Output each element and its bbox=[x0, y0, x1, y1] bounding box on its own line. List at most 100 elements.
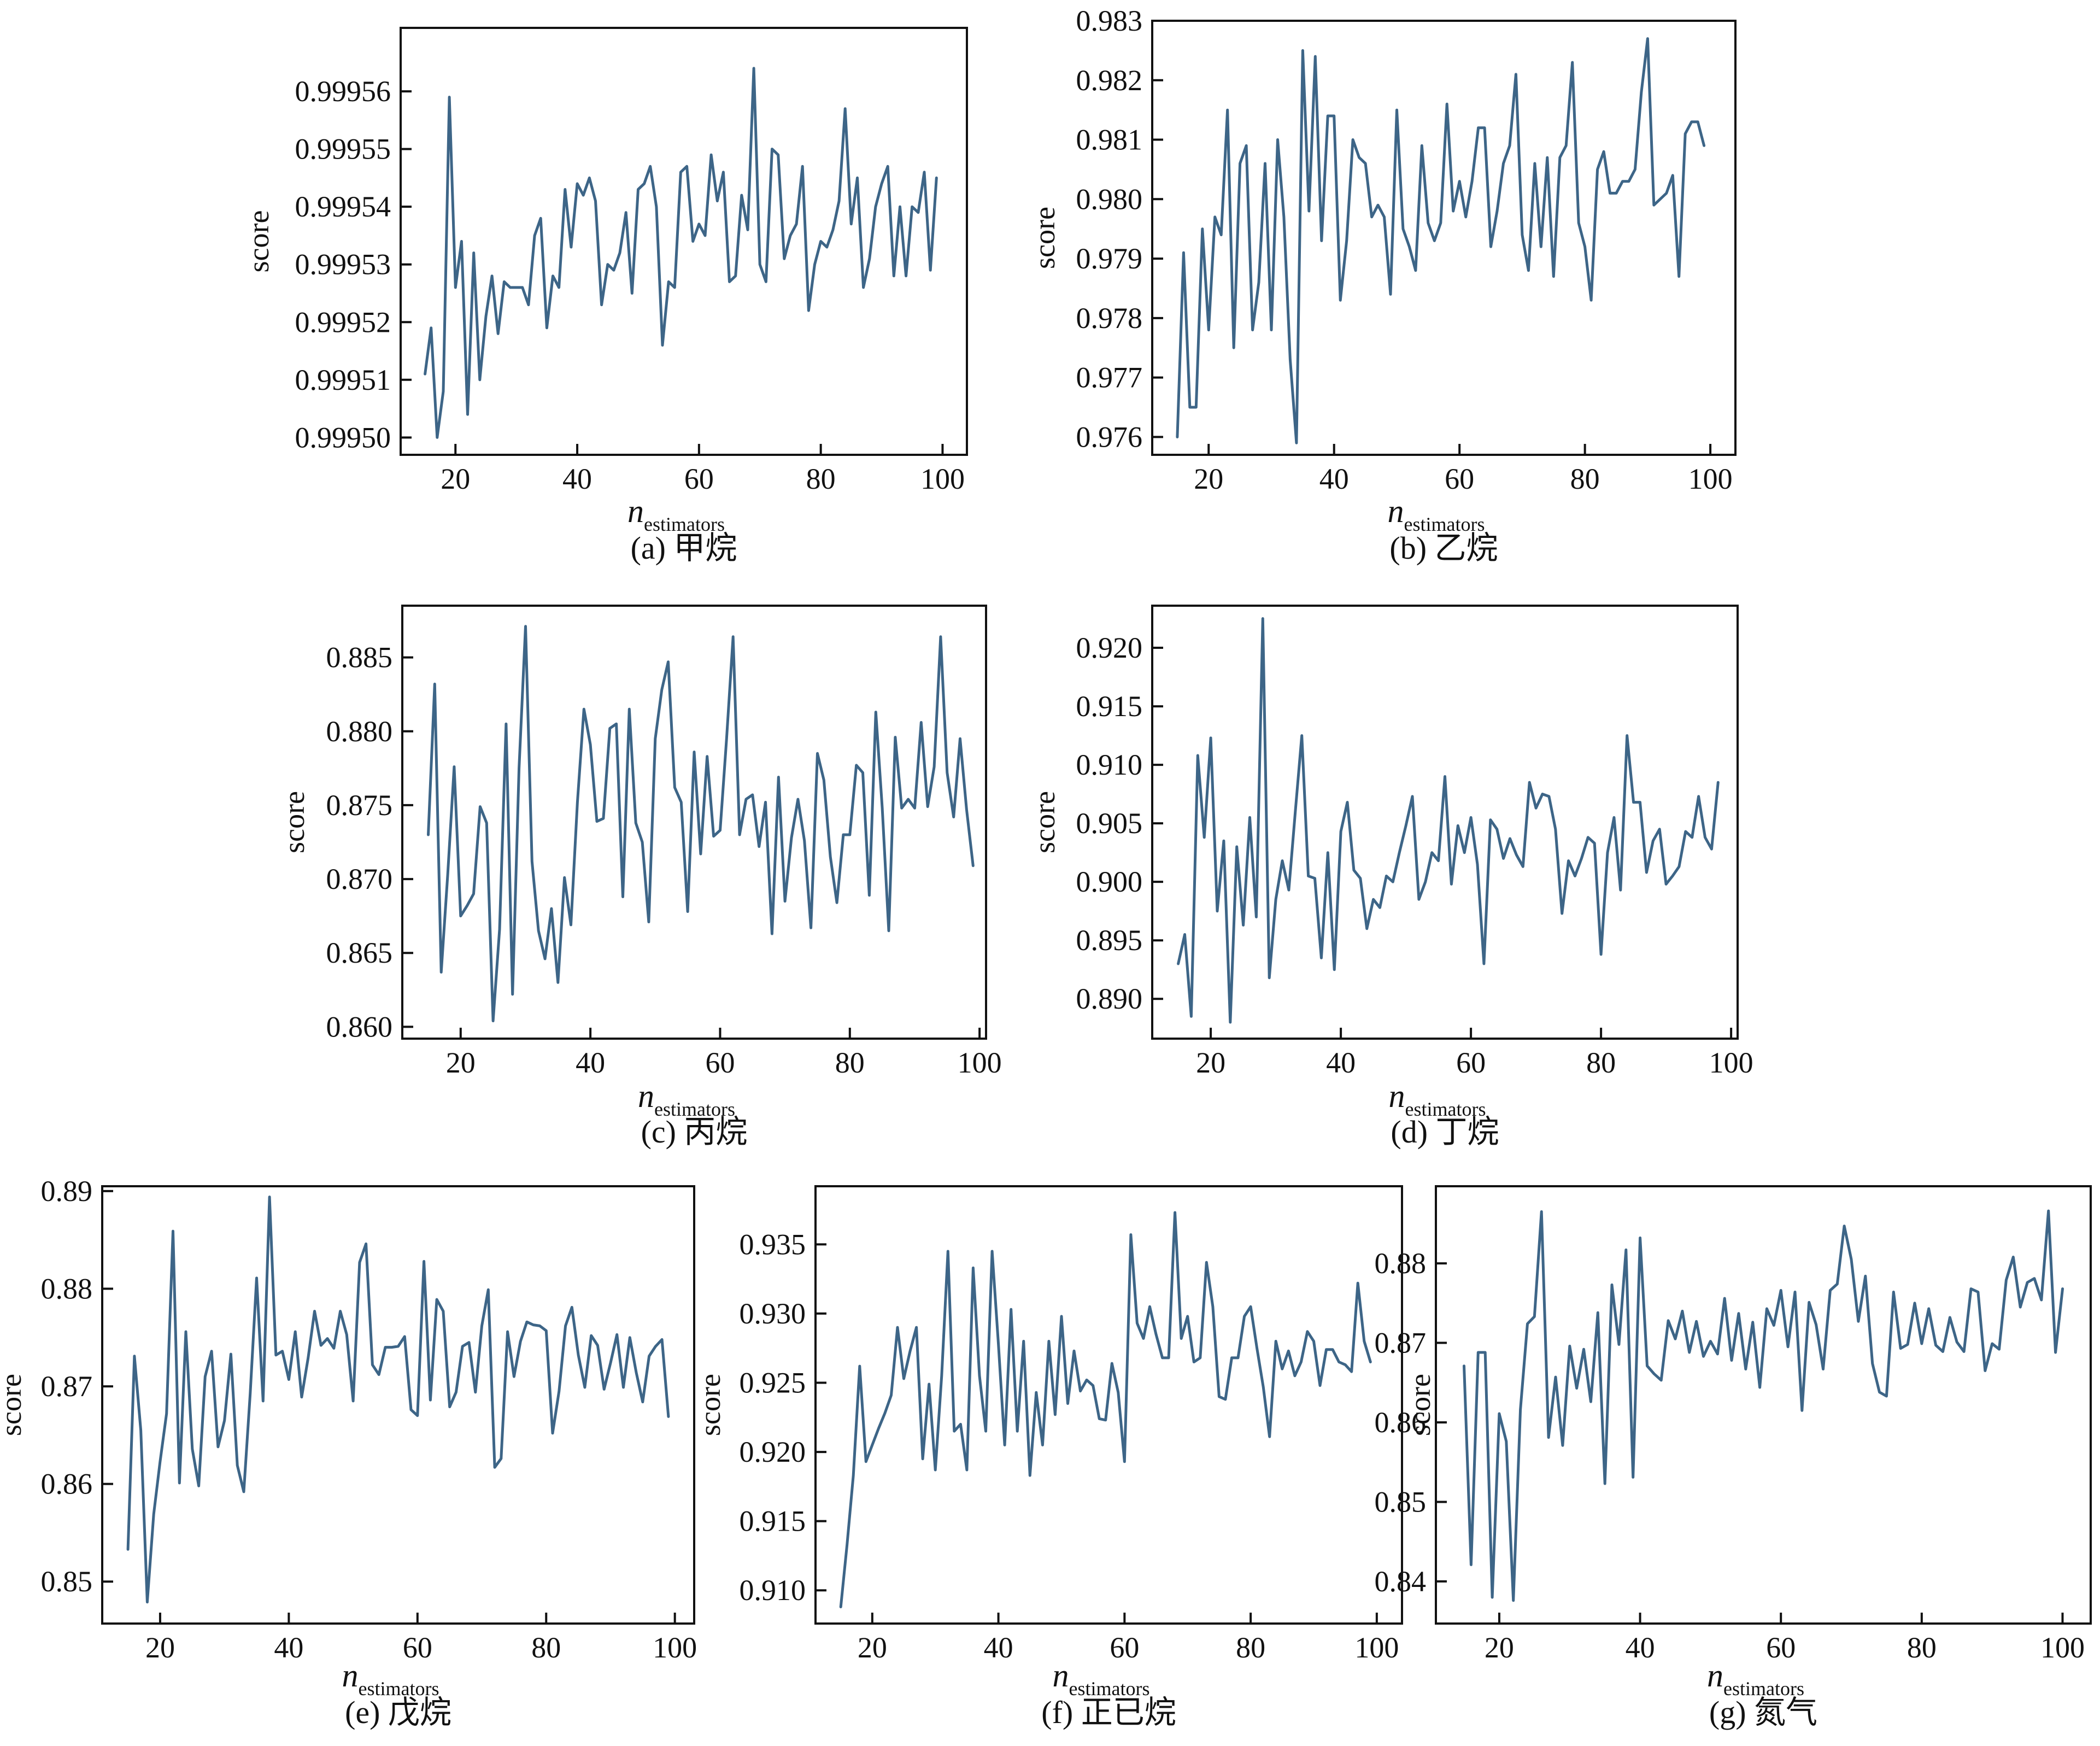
x-tick-label: 100 bbox=[1688, 462, 1733, 495]
x-tick-label: 40 bbox=[274, 1631, 303, 1664]
x-tick-label: 40 bbox=[1319, 462, 1349, 495]
chart-e: 20 40 60 80 100 0.85 0.86 0.87 0.88 0.89 score nest… bbox=[0, 1175, 697, 1730]
y-tick-label: 0.910 bbox=[1076, 748, 1143, 781]
x-axis-label-subscript: estimators bbox=[359, 1678, 439, 1700]
series-line-a bbox=[424, 67, 938, 439]
y-tick-label: 0.920 bbox=[740, 1436, 806, 1468]
x-tick-label: 60 bbox=[1445, 462, 1474, 495]
y-tick-label: 0.920 bbox=[1076, 631, 1143, 664]
x-axis-label-subscript: estimators bbox=[1723, 1678, 1804, 1700]
x-tick-label: 80 bbox=[1586, 1046, 1616, 1079]
y-tick-label: 0.99953 bbox=[295, 248, 391, 281]
y-tick-label: 0.99951 bbox=[295, 364, 391, 396]
y-tick-label: 0.875 bbox=[326, 789, 393, 822]
y-tick-label: 0.885 bbox=[326, 641, 393, 674]
x-axis-label-main: n bbox=[1053, 1657, 1069, 1694]
y-tick-label: 0.925 bbox=[740, 1366, 806, 1399]
x-tick-label: 60 bbox=[1456, 1046, 1486, 1079]
x-tick-label: 80 bbox=[806, 462, 836, 495]
x-axis-label: nestimators bbox=[1707, 1657, 1804, 1700]
y-tick-label: 0.900 bbox=[1076, 865, 1143, 898]
x-tick-label: 20 bbox=[1196, 1046, 1225, 1079]
x-tick-label: 20 bbox=[1485, 1631, 1514, 1664]
chart-caption: (a) 甲烷 bbox=[631, 530, 737, 566]
x-tick-label: 60 bbox=[705, 1046, 735, 1079]
x-tick-label: 80 bbox=[835, 1046, 865, 1079]
y-tick-label: 0.86 bbox=[1375, 1406, 1427, 1439]
x-tick-label: 100 bbox=[958, 1046, 1002, 1079]
y-tick-label: 0.87 bbox=[41, 1370, 93, 1403]
y-tick-label: 0.977 bbox=[1076, 361, 1143, 394]
chart-f: 20 40 60 80 100 0.910 0.915 0.920 0.925 0.930 0.93… bbox=[694, 1185, 1403, 1730]
y-tick-label: 0.980 bbox=[1076, 183, 1143, 215]
x-tick-label: 100 bbox=[920, 462, 965, 495]
y-tick-label: 0.865 bbox=[326, 936, 393, 969]
x-axis-label: nestimators bbox=[1053, 1657, 1150, 1700]
x-tick-label: 100 bbox=[1709, 1046, 1753, 1079]
y-axis-label: score bbox=[1404, 1374, 1436, 1436]
x-tick-label: 20 bbox=[441, 462, 470, 495]
plot-frame-a bbox=[400, 27, 968, 456]
chart-a: 20 40 60 80 100 0.99950 0.99951 0.99952 0.99953 0… bbox=[242, 27, 968, 566]
y-tick-label: 0.915 bbox=[740, 1505, 806, 1538]
y-tick-label: 0.978 bbox=[1076, 302, 1143, 335]
x-axis-label: nestimators bbox=[638, 1078, 735, 1120]
x-tick-label: 60 bbox=[684, 462, 714, 495]
x-tick-label: 40 bbox=[984, 1631, 1013, 1664]
chart-caption: (b) 乙烷 bbox=[1389, 530, 1498, 566]
plot-frame-c bbox=[401, 605, 987, 1040]
x-tick-label: 20 bbox=[1194, 462, 1223, 495]
x-tick-label: 60 bbox=[1766, 1631, 1796, 1664]
x-axis-label-subscript: estimators bbox=[1069, 1678, 1150, 1700]
x-axis-label-main: n bbox=[1388, 493, 1404, 529]
x-axis-label-main: n bbox=[1389, 1078, 1405, 1114]
x-tick-label: 60 bbox=[403, 1631, 432, 1664]
x-tick-label: 100 bbox=[1354, 1631, 1399, 1664]
chart-caption: (e) 戊烷 bbox=[345, 1695, 451, 1730]
y-tick-label: 0.982 bbox=[1076, 64, 1143, 97]
x-axis-label: nestimators bbox=[342, 1657, 439, 1700]
y-tick-label: 0.930 bbox=[740, 1297, 806, 1330]
chart-g: 20 40 60 80 100 0.84 0.85 0.86 0.87 0.88 score nest… bbox=[1375, 1185, 2092, 1730]
x-tick-label: 60 bbox=[1110, 1631, 1139, 1664]
x-tick-label: 100 bbox=[2040, 1631, 2085, 1664]
y-tick-label: 0.910 bbox=[740, 1574, 806, 1607]
y-tick-label: 0.87 bbox=[1375, 1327, 1427, 1360]
y-axis-label: score bbox=[242, 210, 275, 273]
y-tick-label: 0.890 bbox=[1076, 982, 1143, 1015]
x-tick-label: 20 bbox=[446, 1046, 476, 1079]
y-tick-label: 0.88 bbox=[1375, 1247, 1427, 1280]
y-tick-label: 0.89 bbox=[41, 1175, 93, 1208]
x-axis-label-subscript: estimators bbox=[654, 1098, 735, 1120]
x-axis-label: nestimators bbox=[1389, 1078, 1486, 1120]
chart-c: 20 40 60 80 100 0.860 0.865 0.870 0.875 0.880 0.88… bbox=[278, 605, 1002, 1150]
chart-caption: (c) 丙烷 bbox=[641, 1114, 748, 1150]
y-tick-label: 0.99950 bbox=[295, 421, 391, 454]
plot-frame-e bbox=[101, 1185, 695, 1625]
y-tick-label: 0.85 bbox=[41, 1565, 93, 1598]
x-tick-label: 20 bbox=[858, 1631, 887, 1664]
y-axis-label: score bbox=[1028, 207, 1061, 269]
chart-b: 20 40 60 80 100 0.976 0.977 0.978 0.979 0.980 0.98… bbox=[1028, 4, 1737, 566]
y-tick-label: 0.895 bbox=[1076, 924, 1143, 957]
x-axis-label: nestimators bbox=[1388, 493, 1485, 535]
y-tick-label: 0.99954 bbox=[295, 190, 391, 223]
y-axis-label: score bbox=[0, 1374, 27, 1436]
x-tick-label: 20 bbox=[145, 1631, 175, 1664]
y-tick-label: 0.905 bbox=[1076, 807, 1143, 840]
y-axis-label: score bbox=[278, 791, 310, 853]
y-tick-label: 0.99952 bbox=[295, 306, 391, 338]
y-tick-label: 0.860 bbox=[326, 1010, 393, 1043]
x-tick-label: 80 bbox=[1570, 462, 1600, 495]
x-tick-label: 80 bbox=[531, 1631, 561, 1664]
x-tick-label: 40 bbox=[1326, 1046, 1356, 1079]
x-axis-label-main: n bbox=[638, 1078, 654, 1114]
x-tick-label: 40 bbox=[562, 462, 592, 495]
x-axis-label-subscript: estimators bbox=[644, 513, 725, 535]
y-tick-label: 0.880 bbox=[326, 715, 393, 748]
x-axis-label: nestimators bbox=[627, 493, 725, 535]
y-tick-label: 0.935 bbox=[740, 1228, 806, 1261]
y-tick-label: 0.870 bbox=[326, 863, 393, 895]
y-tick-label: 0.99956 bbox=[295, 75, 391, 108]
